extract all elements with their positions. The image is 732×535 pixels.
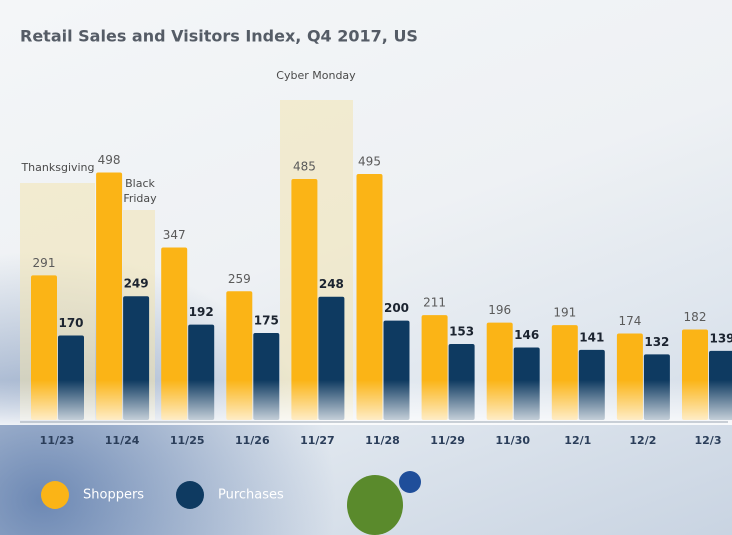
value-label: 495 (358, 154, 381, 168)
skier (347, 471, 421, 535)
value-label: 132 (644, 335, 669, 349)
value-label: 196 (488, 303, 511, 317)
value-label: 141 (579, 330, 604, 344)
value-label: 139 (709, 331, 732, 345)
legend-swatch (41, 481, 69, 509)
snow-overlay (0, 380, 732, 425)
value-label: 249 (124, 277, 149, 291)
legend-swatch (176, 481, 204, 509)
bar (96, 172, 123, 420)
value-label: 191 (553, 306, 576, 320)
value-label: 211 (423, 296, 446, 310)
value-label: 174 (618, 314, 641, 328)
value-label: 291 (33, 256, 56, 270)
bar (291, 178, 318, 420)
x-tick-label: 11/23 (40, 434, 75, 447)
annotation: Black Friday (123, 177, 157, 205)
x-tick-label: 11/30 (495, 434, 530, 447)
legend-label: Shoppers (83, 488, 144, 503)
value-label: 170 (58, 316, 83, 330)
value-label: 182 (684, 310, 707, 324)
bar (161, 247, 188, 420)
value-label: 347 (163, 228, 186, 242)
x-tick-label: 11/28 (365, 434, 400, 447)
value-label: 175 (254, 314, 279, 328)
x-tick-label: 11/29 (430, 434, 465, 447)
x-tick-label: 12/2 (629, 434, 656, 447)
value-label: 200 (384, 301, 409, 315)
x-tick-label: 11/24 (105, 434, 140, 447)
value-label: 192 (189, 305, 214, 319)
value-label: 259 (228, 272, 251, 286)
annotation: Cyber Monday (276, 69, 356, 82)
legend-label: Purchases (218, 488, 284, 503)
value-label: 146 (514, 328, 539, 342)
value-label: 248 (319, 277, 344, 291)
x-tick-label: 12/1 (564, 434, 591, 447)
chart-title: Retail Sales and Visitors Index, Q4 2017… (20, 27, 418, 46)
value-label: 498 (98, 153, 121, 167)
x-tick-label: 11/25 (170, 434, 205, 447)
x-tick-label: 11/26 (235, 434, 270, 447)
bar (356, 173, 383, 420)
annotation: Thanksgiving (21, 161, 95, 174)
value-label: 485 (293, 159, 316, 173)
value-label: 153 (449, 324, 474, 338)
x-tick-label: 11/27 (300, 434, 335, 447)
x-tick-label: 12/3 (695, 434, 722, 447)
